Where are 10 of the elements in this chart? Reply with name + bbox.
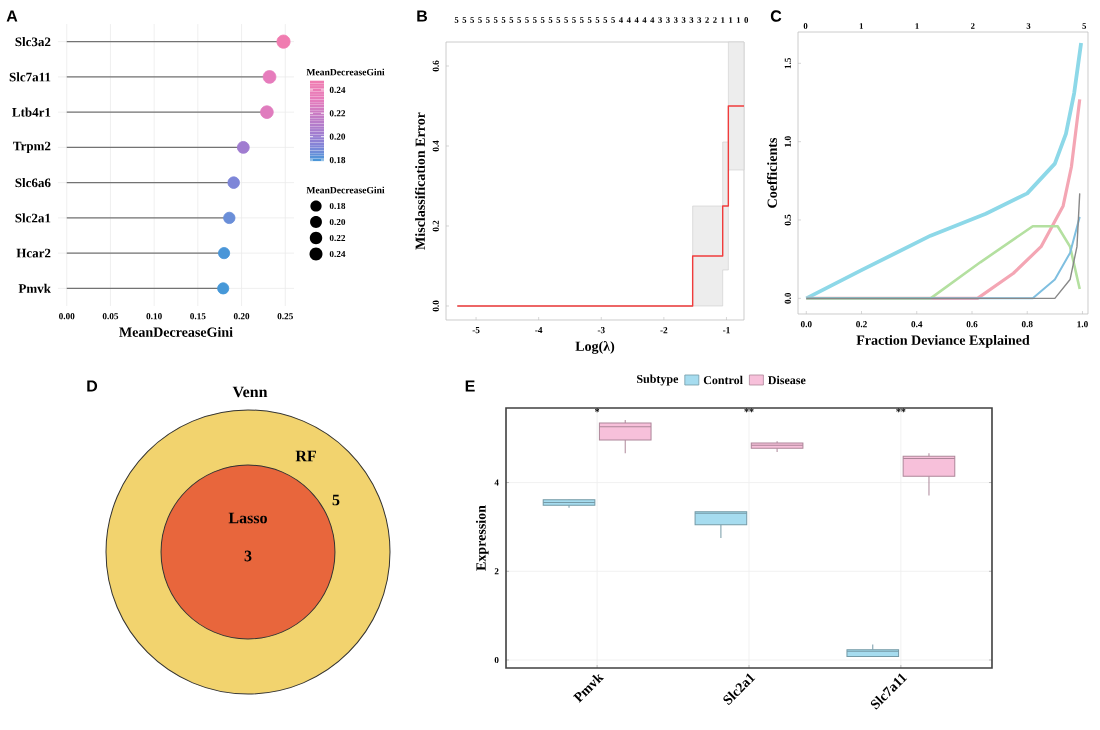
category-label: RF: [295, 450, 316, 462]
text: B: [417, 10, 428, 22]
text: E: [465, 380, 475, 392]
text: D: [87, 380, 98, 392]
text: A: [6, 10, 18, 22]
data-label: 5: [332, 494, 340, 506]
text: Venn: [232, 386, 268, 398]
category-label: Lasso: [228, 512, 267, 524]
text: C: [770, 10, 782, 22]
data-label: 3: [244, 550, 252, 562]
